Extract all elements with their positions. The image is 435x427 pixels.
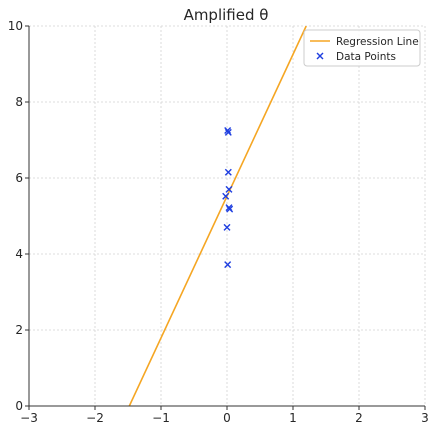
- x-tick-label: −1: [152, 411, 170, 425]
- legend-label: Data Points: [336, 51, 396, 63]
- x-tick-label: −3: [20, 411, 38, 425]
- legend-label: Regression Line: [336, 36, 419, 48]
- data-point: [223, 223, 231, 231]
- tick-labels: −3 −2 −1 0 1 2 3 0 2 4 6 8 10: [8, 19, 429, 425]
- y-tick-label: 0: [15, 399, 23, 413]
- data-point: [224, 127, 232, 134]
- legend-marker-swatch: [316, 52, 324, 60]
- chart-title: Amplified θ: [184, 6, 269, 24]
- data-point: [224, 128, 232, 136]
- y-tick-label: 2: [15, 323, 23, 337]
- x-tick-label: −2: [86, 411, 104, 425]
- regression-line: [128, 26, 307, 406]
- y-tick-label: 10: [8, 19, 23, 33]
- x-tick-label: 0: [223, 411, 231, 425]
- y-tick-label: 6: [15, 171, 23, 185]
- axes: [25, 25, 426, 410]
- data-point: [226, 205, 234, 213]
- data-point: [222, 192, 230, 200]
- data-point: [225, 185, 233, 193]
- x-tick-label: 2: [355, 411, 363, 425]
- x-tick-label: 1: [289, 411, 297, 425]
- legend-box: [303, 29, 421, 67]
- data-point: [224, 261, 232, 269]
- plot-area: [128, 26, 307, 406]
- y-tick-label: 8: [15, 95, 23, 109]
- data-point: [224, 168, 232, 176]
- y-tick-label: 4: [15, 247, 23, 261]
- x-tick-label: 3: [421, 411, 429, 425]
- grid: [28, 25, 426, 407]
- legend: Regression Line Data Points: [303, 29, 421, 67]
